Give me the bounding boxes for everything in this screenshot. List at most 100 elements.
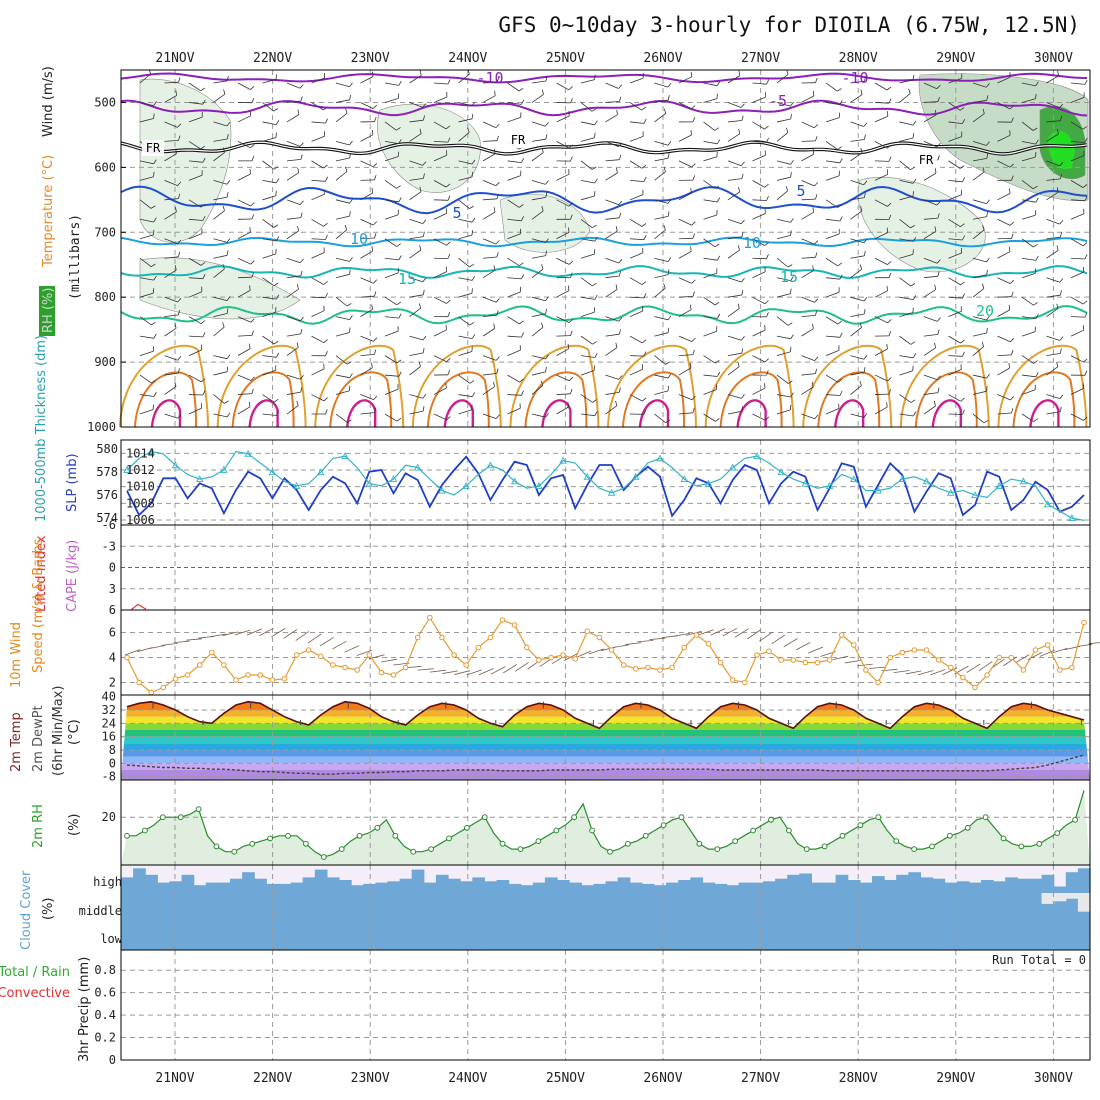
wind-barb-flag (643, 118, 647, 124)
wind-barb (164, 121, 178, 128)
high-cloud-bar (799, 873, 812, 893)
wind-barb (874, 199, 888, 207)
wind-barb-flag (518, 204, 524, 208)
wind-barb-flag (667, 373, 672, 379)
isotherm-30 (426, 371, 490, 428)
thickness-marker (244, 449, 252, 457)
wind-barb-flag (812, 149, 815, 155)
wind-barb-flag (202, 215, 206, 221)
wind-barb-flag (790, 218, 794, 223)
wind-barb (139, 277, 154, 281)
wind-speed-marker (1032, 647, 1039, 653)
wind-barb (384, 141, 399, 144)
wind-barb-flag (1009, 163, 1014, 168)
high-cloud-bar (339, 880, 352, 893)
wind-barb (948, 102, 961, 111)
wind-barb-flag (912, 236, 917, 242)
high-cloud-bar (1041, 874, 1055, 893)
minmax-label: (6hr Min/Max) (51, 686, 66, 776)
wind-barb (360, 160, 374, 168)
wind-barb (188, 102, 203, 105)
wind-barb-flag (715, 418, 720, 422)
high-cloud-bar (496, 880, 510, 893)
wind10m-barb (698, 629, 714, 636)
wind-barb (727, 75, 741, 84)
wind-barb (286, 159, 301, 162)
wind-barb (262, 137, 277, 142)
wind-barb-flag (374, 233, 377, 239)
wind-barb (850, 327, 862, 337)
wind-barb (776, 118, 791, 123)
wind-barb (213, 80, 228, 84)
wind-barb (776, 316, 789, 326)
wind-barb (605, 405, 618, 415)
wind-barb (262, 253, 276, 259)
wind-barb (752, 238, 765, 246)
wind-barb (311, 160, 324, 169)
wind-barb-flag (1009, 221, 1015, 226)
wind-barb-flag (787, 380, 793, 384)
thickness-marker (656, 454, 664, 462)
wind-barb (629, 252, 644, 259)
wind-barb (923, 334, 938, 337)
wind-barb-flag (445, 324, 447, 330)
wind-barb (335, 273, 350, 279)
wind-barb-flag (445, 125, 451, 130)
high-cloud-bar (205, 882, 219, 893)
wind-barb-flag (1060, 232, 1062, 238)
date-label-top: 21NOV (155, 51, 194, 66)
wind-barb-flag (643, 409, 647, 415)
isotherm-30 (329, 371, 393, 428)
wind-barb (972, 374, 987, 379)
wind-barb (923, 257, 938, 264)
wind-barb-flag (618, 387, 621, 393)
wind-barb (188, 199, 202, 208)
date-label-top: 26NOV (643, 51, 682, 66)
wind-barb (850, 152, 863, 162)
wind-barb (409, 191, 422, 201)
date-label-top: 27NOV (741, 51, 780, 66)
rh-marker (1000, 835, 1007, 842)
wind-barb-flag (986, 95, 989, 101)
wind-barb-flag (714, 359, 720, 364)
wind-barb-flag (300, 374, 304, 380)
wind-barb-flag (737, 303, 740, 309)
high-cloud-bar (181, 874, 195, 893)
wind-barb (654, 113, 666, 123)
wind-barb (899, 335, 912, 345)
wind-barb (213, 210, 225, 220)
wind-barb (801, 386, 814, 395)
wind-barb-flag (815, 77, 818, 83)
wind-barb-flag (766, 253, 769, 259)
temp2m-lines (126, 700, 1085, 775)
wind-barb (384, 214, 399, 220)
wind-barb (237, 115, 251, 123)
wind-barb-flag (446, 416, 451, 421)
wind-barb (286, 275, 301, 279)
isotherm-25 (899, 344, 990, 428)
wind-barb-flag (540, 380, 544, 386)
wind-barb (409, 178, 424, 181)
wind-barb-flag (570, 388, 573, 394)
wind-barb (360, 192, 373, 201)
wind-barb-flag (446, 299, 451, 304)
wind-barb-flag (200, 203, 206, 208)
wind-barb (654, 229, 666, 240)
wind-barb (139, 118, 154, 123)
wind-barb (1070, 97, 1085, 103)
wind-barb-flag (349, 82, 353, 88)
wind-barb-flag (398, 255, 402, 261)
isotherm-minus10 (120, 72, 1088, 84)
wind-barb (507, 175, 521, 181)
wind-barb (507, 160, 522, 163)
wind-barb-flag (887, 377, 892, 382)
wind-barb-flag (888, 272, 892, 278)
wind-barb (801, 373, 816, 376)
wind-barb (360, 237, 375, 240)
high-cloud-bar (993, 881, 1006, 893)
high-cloud-bar (726, 885, 740, 893)
wind-speed-marker (318, 653, 324, 660)
wind-barb-flag (738, 187, 740, 193)
wind-barb-flag (986, 386, 988, 392)
slp-tick-label: 1010 (126, 480, 155, 494)
